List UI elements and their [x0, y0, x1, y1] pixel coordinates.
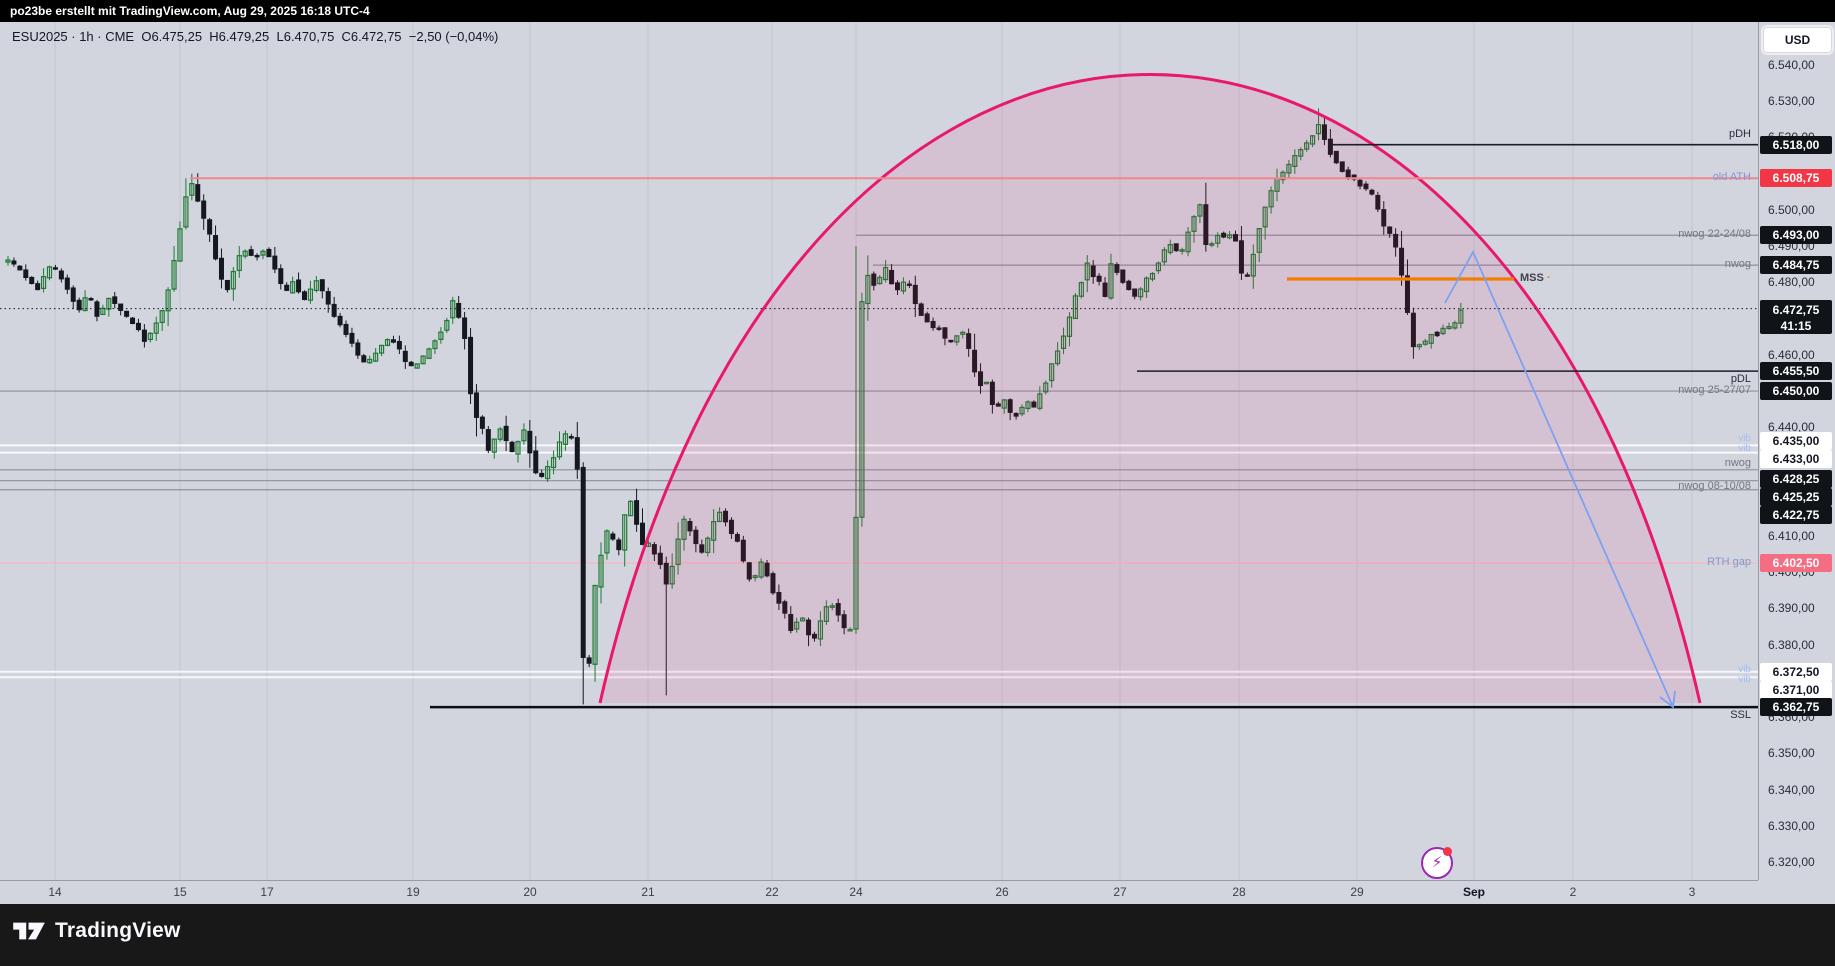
- dome-fill: [600, 74, 1700, 703]
- time-axis[interactable]: 14 15 17 19 20 21 22 24 26 27 28 29 Sep 2 3: [0, 880, 1758, 904]
- tradingview-logo-icon: [13, 922, 45, 940]
- price-tick: 6.380,00: [1768, 637, 1815, 652]
- tradingview-logo[interactable]: TradingView: [12, 918, 181, 944]
- price-badge-vib-3: 6.372,50: [1760, 663, 1832, 681]
- price-badge-nwog-a: 6.484,75: [1760, 256, 1832, 275]
- date-tick-26: 26: [995, 885, 1009, 899]
- dome-curve: [598, 73, 1702, 704]
- date-tick-21: 21: [641, 885, 655, 899]
- price-badge-nwog-b: 6.428,25: [1760, 470, 1832, 488]
- price-tick: 6.460,00: [1768, 347, 1815, 362]
- date-tick-24: 24: [849, 885, 863, 899]
- bar-countdown: 41:15: [1780, 318, 1812, 333]
- footer-bar: TradingView: [0, 904, 1835, 966]
- price-tick: 6.480,00: [1768, 275, 1815, 290]
- level-label-ssl: SSL: [1730, 709, 1751, 722]
- level-label-vib-3: vib: [1738, 664, 1751, 675]
- date-tick-15: 15: [173, 885, 187, 899]
- date-tick-29: 29: [1350, 885, 1364, 899]
- price-badge-pdh: 6.518,00: [1760, 135, 1832, 154]
- price-badge-ssl: 6.362,75: [1760, 698, 1832, 717]
- price-tick: 6.530,00: [1768, 94, 1815, 109]
- level-label-nwog-0810: nwog 08-10/08: [1678, 480, 1751, 492]
- date-tick-3: 3: [1688, 885, 1696, 899]
- price-tick: 6.330,00: [1768, 818, 1815, 833]
- price-tick: 6.340,00: [1768, 782, 1815, 797]
- lightning-boost-button[interactable]: ⚡: [1421, 847, 1453, 879]
- price-tick: 6.410,00: [1768, 528, 1815, 543]
- price-badge-old-ath: 6.508,75: [1760, 169, 1832, 188]
- level-label-old-ath: old ATH: [1712, 171, 1751, 184]
- price-tick: 6.390,00: [1768, 601, 1815, 616]
- level-label-nwog-a: nwog: [1724, 258, 1751, 271]
- mss-dot: ·: [1546, 272, 1551, 284]
- level-label-pdl: pDL: [1730, 373, 1751, 386]
- attribution-bar: po23be erstellt mit TradingView.com, Aug…: [0, 0, 1835, 22]
- level-label-vib-4: vib: [1738, 674, 1751, 685]
- price-badge-nwog-2527: 6.450,00: [1760, 382, 1832, 401]
- date-tick-19: 19: [406, 885, 420, 899]
- date-tick-28: 28: [1232, 885, 1246, 899]
- price-badge-rth-gap: 6.402,50: [1760, 554, 1832, 573]
- symbol-ohlc-header[interactable]: ESU2025 · 1h · CME O6.475,25 H6.479,25 L…: [12, 29, 499, 44]
- price-tick: 6.440,00: [1768, 420, 1815, 435]
- date-tick-27: 27: [1113, 885, 1127, 899]
- tradingview-logo-text: TradingView: [55, 919, 181, 942]
- level-label-nwog-b: nwog: [1724, 457, 1751, 469]
- currency-toggle-button[interactable]: USD: [1763, 27, 1832, 53]
- date-tick-22: 22: [765, 885, 779, 899]
- notification-dot: [1443, 847, 1452, 856]
- attribution-text: po23be erstellt mit TradingView.com, Aug…: [10, 4, 370, 18]
- price-badge-nwog-2224: 6.493,00: [1760, 226, 1832, 245]
- lightning-icon: ⚡: [1431, 854, 1443, 871]
- level-label-nwog-2527: nwog 25-27/07: [1678, 384, 1751, 397]
- level-label-vib-2: vib: [1738, 443, 1751, 454]
- price-badge-nwog-0810: 6.425,25: [1760, 488, 1832, 506]
- level-label-nwog-2224: nwog 22-24/08: [1678, 228, 1751, 241]
- mss-label: MSS ·: [1520, 272, 1551, 284]
- price-tick: 6.350,00: [1768, 746, 1815, 761]
- chart-canvas[interactable]: [0, 22, 1758, 880]
- level-label-rth-gap: RTH gap: [1707, 556, 1751, 569]
- price-badge-pdl: 6.455,50: [1760, 362, 1832, 381]
- price-badge-vib-1: 6.435,00: [1760, 432, 1832, 450]
- price-axis[interactable]: 6.540,006.530,006.520,006.510,006.500,00…: [1758, 22, 1835, 880]
- projection-zigzag: [1444, 249, 1674, 708]
- price-badge-lvl-6422: 6.422,75: [1760, 506, 1832, 524]
- date-tick-14: 14: [48, 885, 62, 899]
- price-badge-current: 6.472,75 41:15: [1760, 299, 1832, 334]
- price-badge-vib-4: 6.371,00: [1760, 681, 1832, 699]
- price-tick: 6.540,00: [1768, 58, 1815, 72]
- candles: [5, 108, 1464, 705]
- price-badge-vib-2: 6.433,00: [1760, 450, 1832, 468]
- level-label-vib-1: vib: [1738, 433, 1751, 444]
- projection-arrowhead: [1659, 690, 1676, 709]
- price-tick: 6.320,00: [1768, 854, 1815, 869]
- level-label-pdh: pDH: [1728, 127, 1751, 140]
- date-tick-17: 17: [260, 885, 274, 899]
- date-tick-2: 2: [1569, 885, 1577, 899]
- date-tick-Sep: Sep: [1462, 885, 1486, 899]
- date-tick-20: 20: [523, 885, 537, 899]
- price-tick: 6.500,00: [1768, 202, 1815, 217]
